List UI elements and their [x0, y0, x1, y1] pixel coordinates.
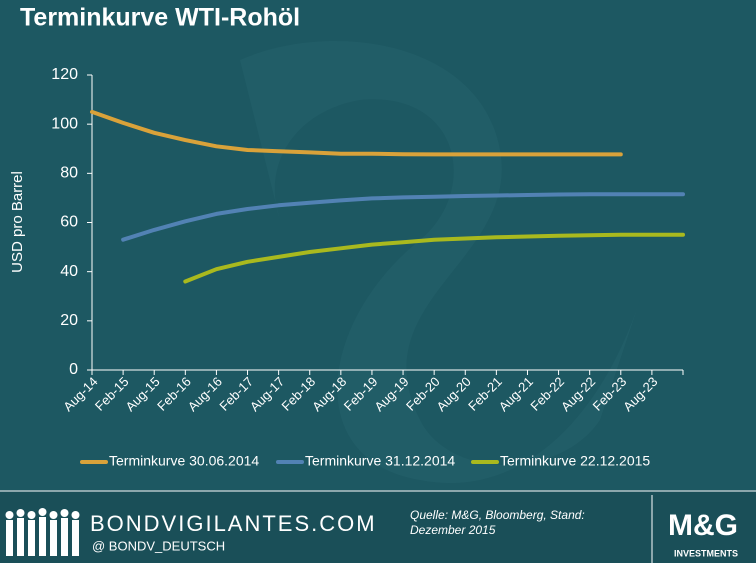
silhouettes [5, 508, 80, 556]
watermark [240, 40, 640, 484]
legend-label: Terminkurve 30.06.2014 [109, 453, 259, 469]
logo-sub: INVESTMENTS [674, 548, 738, 558]
footer-site: BONDVIGILANTES.COM [90, 511, 377, 536]
footer-source: Quelle: M&G, Bloomberg, Stand: Dezember … [410, 508, 585, 537]
footer-source-box: Quelle: M&G, Bloomberg, Stand: Dezember … [410, 508, 585, 537]
footer-band [0, 490, 756, 563]
y-tick-label: 120 [51, 66, 78, 83]
y-tick-label: 60 [60, 214, 78, 231]
y-tick-label: 100 [51, 115, 78, 132]
y-tick-label: 20 [60, 312, 78, 329]
series-line [121, 192, 685, 242]
footer-handle: @ BONDV_DEUTSCH [92, 538, 225, 553]
legend-label: Terminkurve 22.12.2015 [500, 453, 650, 469]
y-tick-label: 40 [60, 263, 78, 280]
y-axis-title: USD pro Barrel [9, 171, 26, 273]
y-tick-label: 80 [60, 165, 78, 182]
legend-label: Terminkurve 31.12.2014 [305, 453, 455, 469]
series-line [90, 109, 623, 157]
series-line [183, 232, 685, 284]
logo: M&G [668, 509, 738, 542]
y-tick-label: 0 [69, 361, 78, 378]
chart-title: Terminkurve WTI-Rohöl [20, 4, 300, 32]
